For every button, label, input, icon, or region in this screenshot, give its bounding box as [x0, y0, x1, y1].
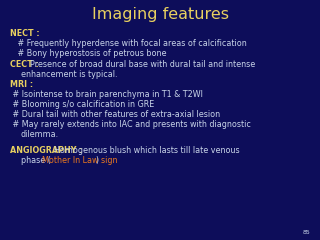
Text: MRI :: MRI : [10, 80, 33, 89]
Text: Homogenous blush which lasts till late venous: Homogenous blush which lasts till late v… [54, 146, 239, 155]
Text: phase (: phase ( [21, 156, 51, 165]
Text: NECT :: NECT : [10, 29, 39, 38]
Text: ANGIOGRAPHY :: ANGIOGRAPHY : [10, 146, 82, 155]
Text: # Dural tail with other features of extra-axial lesion: # Dural tail with other features of extr… [10, 110, 220, 119]
Text: # Isointense to brain parenchyma in T1 & T2WI: # Isointense to brain parenchyma in T1 &… [10, 90, 203, 99]
Text: Imaging features: Imaging features [92, 7, 228, 22]
Text: dilemma.: dilemma. [21, 130, 59, 139]
Text: Presence of broad dural base with dural tail and intense: Presence of broad dural base with dural … [30, 60, 255, 69]
Text: Mother In Law sign: Mother In Law sign [42, 156, 117, 165]
Text: # May rarely extends into IAC and presents with diagnostic: # May rarely extends into IAC and presen… [10, 120, 251, 129]
Text: CECT :: CECT : [10, 60, 38, 69]
Text: enhancement is typical.: enhancement is typical. [21, 70, 117, 79]
Text: # Frequently hyperdense with focal areas of calcification: # Frequently hyperdense with focal areas… [10, 39, 246, 48]
Text: # Bony hyperostosis of petrous bone: # Bony hyperostosis of petrous bone [10, 49, 166, 58]
Text: 85: 85 [303, 230, 310, 235]
Text: # Blooming s/o calcification in GRE: # Blooming s/o calcification in GRE [10, 100, 154, 109]
Text: ): ) [95, 156, 99, 165]
